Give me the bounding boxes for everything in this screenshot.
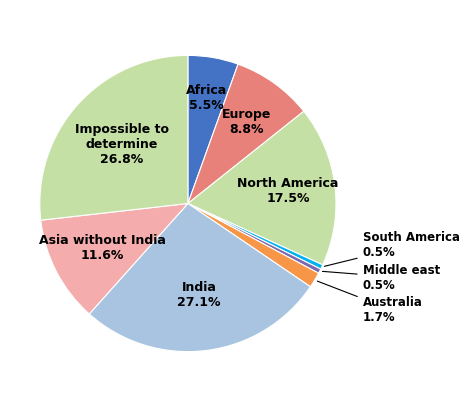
Wedge shape (188, 204, 320, 273)
Wedge shape (188, 64, 304, 204)
Text: Impossible to
determine
26.8%: Impossible to determine 26.8% (75, 123, 169, 166)
Wedge shape (188, 204, 323, 269)
Wedge shape (188, 55, 238, 204)
Text: Africa
5.5%: Africa 5.5% (185, 85, 227, 112)
Text: South America
0.5%: South America 0.5% (324, 231, 460, 266)
Text: Middle east
0.5%: Middle east 0.5% (322, 264, 440, 291)
Wedge shape (41, 204, 188, 314)
Text: India
27.1%: India 27.1% (177, 281, 221, 309)
Text: Asia without India
11.6%: Asia without India 11.6% (39, 234, 166, 262)
Wedge shape (188, 204, 319, 287)
Wedge shape (188, 111, 336, 265)
Wedge shape (40, 55, 188, 220)
Text: Europe
8.8%: Europe 8.8% (222, 108, 271, 136)
Text: Australia
1.7%: Australia 1.7% (317, 281, 422, 324)
Wedge shape (89, 204, 311, 352)
Text: North America
17.5%: North America 17.5% (237, 177, 338, 205)
